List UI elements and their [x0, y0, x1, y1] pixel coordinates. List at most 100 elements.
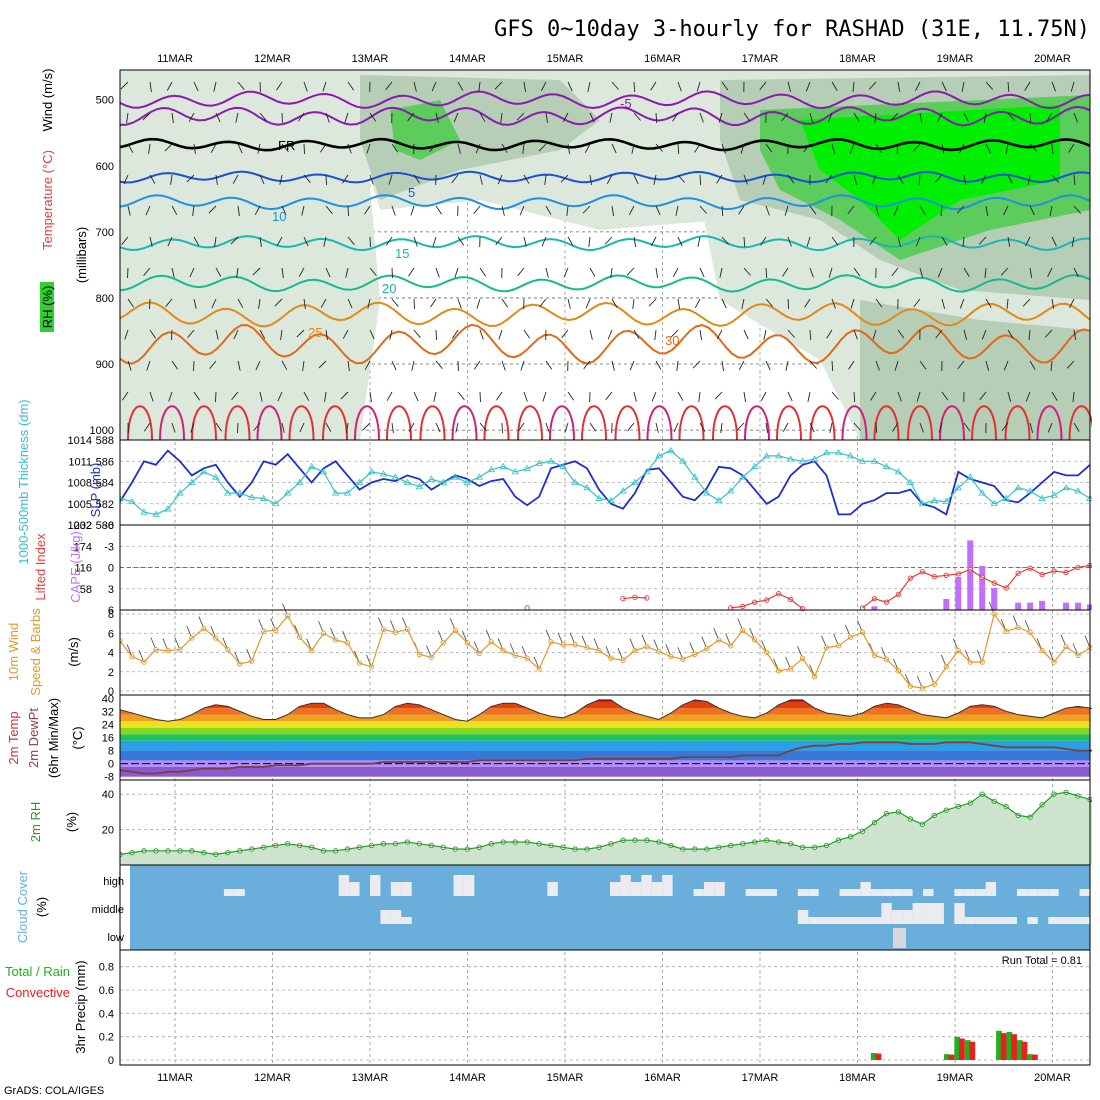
wind-barb	[1007, 236, 1011, 247]
thickness-point	[283, 489, 292, 496]
wind-barb	[500, 112, 503, 123]
chart-title: GFS 0~10day 3-hourly for RASHAD (31E, 11…	[494, 17, 1090, 42]
wind-barb	[941, 236, 948, 246]
wind-barb	[213, 81, 217, 92]
wind-barb	[765, 205, 770, 216]
wind-barb	[476, 298, 481, 309]
wind-barb	[912, 143, 921, 152]
panel-frame-precip	[119, 949, 1091, 1066]
wind-barb	[254, 205, 261, 215]
upper-legend-wind: Wind (m/s)	[40, 69, 55, 132]
wind-barb	[567, 81, 573, 92]
rh-unit: (%)	[64, 812, 79, 832]
isotherm-loop	[288, 405, 315, 440]
wind-barb	[209, 360, 217, 369]
cloud-bar	[766, 889, 777, 896]
wind-barb	[956, 205, 965, 214]
wind-barb	[410, 205, 415, 216]
wind-barb	[809, 360, 817, 369]
wind-barb	[759, 81, 767, 91]
wind-barb	[413, 236, 418, 247]
dewpt-line	[120, 741, 1092, 775]
wind-barb	[692, 360, 701, 369]
cloud-bar	[964, 917, 976, 924]
wind-barb	[633, 112, 641, 121]
wind-barb	[1003, 360, 1009, 371]
pressure-tick: 900	[96, 359, 114, 371]
date-label-bottom: 20MAR	[1034, 1072, 1071, 1084]
cloud-bar	[662, 875, 673, 896]
wind-barb	[853, 174, 858, 185]
slp-tick: 1011	[68, 456, 92, 468]
cape-bar	[955, 577, 962, 610]
temp-band	[120, 699, 1090, 702]
thickness-point	[571, 478, 579, 485]
wind-barb	[407, 112, 415, 122]
wind-barb	[741, 298, 745, 309]
wind-barb	[149, 174, 156, 184]
cloud-bar	[839, 917, 850, 924]
wind-barb	[127, 143, 134, 153]
wind-barb	[831, 81, 838, 91]
wind-barb	[303, 391, 310, 401]
thickness-line	[120, 449, 1091, 516]
temp-unit: (°C)	[70, 726, 85, 749]
precip-total-bar	[1006, 1032, 1013, 1060]
thickness-point	[966, 473, 974, 480]
wind-barb	[391, 267, 393, 279]
wind-barb	[1001, 422, 1009, 432]
slp-line	[120, 449, 1091, 516]
date-label-top: 19MAR	[937, 53, 974, 65]
wind-barb	[457, 360, 459, 372]
cape-bar	[1015, 602, 1022, 610]
wind-barb	[320, 298, 327, 308]
wind-barb	[582, 205, 591, 214]
isotherm-line	[120, 274, 1091, 293]
wind-barb	[957, 360, 965, 370]
wind-barb	[170, 174, 173, 185]
temp-tick: -8	[104, 772, 114, 784]
rh2m-line	[120, 791, 1092, 856]
cloud-bar	[1069, 917, 1080, 924]
wind-barb	[629, 360, 635, 371]
wind-unit: (m/s)	[66, 637, 81, 667]
wind-barb	[322, 81, 327, 92]
wind-barb	[1027, 174, 1031, 185]
wind-barb	[280, 329, 283, 340]
wind-barb	[347, 360, 350, 371]
wind-barb	[721, 205, 724, 217]
isotherm-loop	[614, 405, 641, 440]
wind-barb	[897, 174, 904, 184]
wind-barb	[542, 391, 547, 402]
wind-barb	[1005, 143, 1009, 154]
wind-barb	[479, 112, 486, 122]
slp-tick: 1014	[68, 435, 92, 447]
wind-barb	[809, 205, 817, 215]
slp-tick: 1002	[68, 520, 92, 532]
wind-barb	[142, 112, 151, 121]
wind-barb	[435, 112, 439, 123]
wind-barb	[589, 112, 595, 123]
wind-barb	[979, 391, 987, 401]
cloud-bar	[860, 917, 871, 924]
wind-barb	[983, 112, 987, 123]
wind-barb	[413, 298, 415, 310]
wind-barb	[345, 267, 349, 278]
date-label-top: 16MAR	[644, 53, 681, 65]
rh-area-dark	[120, 792, 1092, 865]
wind-barb	[501, 422, 503, 434]
wind-barb	[301, 205, 305, 216]
precip-total-bar	[996, 1030, 1002, 1060]
cloud-bar	[651, 882, 663, 896]
wind-barb	[258, 298, 261, 309]
wind-barb	[302, 360, 305, 371]
cloud-bar	[923, 889, 934, 896]
precip-run-total: Run Total = 0.81	[1002, 955, 1082, 967]
cloud-bg	[130, 865, 1090, 950]
rh-shade	[860, 300, 1090, 440]
cape-bar	[871, 606, 878, 610]
cloud-bar	[1079, 917, 1090, 924]
wind-barb	[517, 267, 525, 277]
wind-barb	[369, 267, 377, 276]
temp-band	[120, 714, 1090, 722]
